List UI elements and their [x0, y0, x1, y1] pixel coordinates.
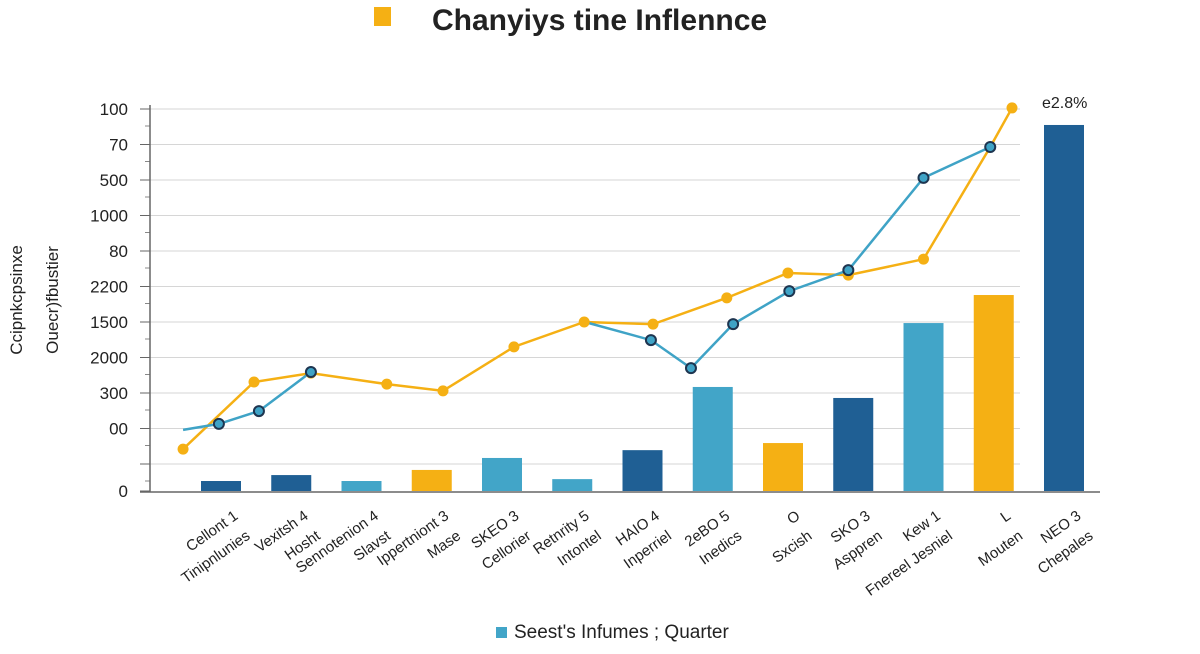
bar	[482, 457, 522, 491]
line-point	[984, 140, 997, 153]
x-tick-label: Sxcish	[769, 527, 815, 566]
line-point	[721, 292, 733, 304]
bar	[411, 469, 452, 491]
legend-label: Seest's Infumes ; Quarter	[514, 622, 729, 643]
line-point	[304, 366, 317, 379]
title-icon	[374, 7, 391, 26]
y-tick-label: 300	[100, 384, 128, 403]
chart-title: Chanyiys tine Inflennce	[432, 4, 767, 37]
line-point	[918, 253, 929, 265]
bar	[903, 323, 944, 491]
line-point	[647, 318, 659, 330]
line-point	[842, 264, 855, 277]
line-point	[381, 378, 393, 390]
line-point	[644, 334, 657, 347]
bar	[552, 479, 593, 491]
y-tick-label: 80	[109, 242, 128, 261]
line-point	[1006, 102, 1018, 114]
line-point	[252, 405, 265, 418]
annotation: e2.8%	[1042, 95, 1087, 112]
line-point	[212, 417, 225, 430]
line-point	[437, 385, 449, 397]
series-line	[182, 107, 1014, 450]
line-point	[508, 341, 520, 353]
bar	[341, 481, 382, 491]
line-point	[782, 267, 794, 279]
x-tick-label: Mouten	[975, 527, 1026, 570]
line-point	[684, 362, 697, 375]
line-point	[783, 285, 796, 298]
y-axis-label-inner: Ouecr)fbustier	[43, 246, 62, 354]
bar	[1044, 124, 1084, 491]
y-tick-label: 100	[100, 100, 128, 119]
bar	[763, 443, 803, 491]
bar	[692, 386, 733, 491]
bar	[833, 397, 874, 491]
line-point	[727, 318, 740, 331]
line-point	[917, 171, 930, 184]
line-point	[248, 376, 260, 388]
line-point	[177, 443, 189, 455]
y-tick-label: 500	[100, 171, 128, 190]
y-tick-label: 2000	[90, 349, 128, 368]
bar	[622, 450, 663, 491]
bar	[271, 475, 312, 491]
line-point	[578, 316, 590, 328]
series-line	[182, 371, 312, 432]
legend-swatch	[496, 627, 507, 638]
bar	[201, 481, 241, 491]
x-tick-label: L	[997, 507, 1014, 526]
y-tick-label: 70	[109, 136, 128, 155]
bar	[973, 295, 1014, 491]
y-tick-label: 1000	[90, 207, 128, 226]
y-tick-label: 0	[119, 482, 128, 501]
series-line	[584, 145, 991, 370]
x-tick-label: O	[784, 507, 803, 528]
y-axis-label-outer: Ccipnkcpsinxe	[7, 245, 26, 355]
y-tick-label: 2200	[90, 278, 128, 297]
y-tick-label: 00	[109, 420, 128, 439]
y-tick-label: 1500	[90, 313, 128, 332]
